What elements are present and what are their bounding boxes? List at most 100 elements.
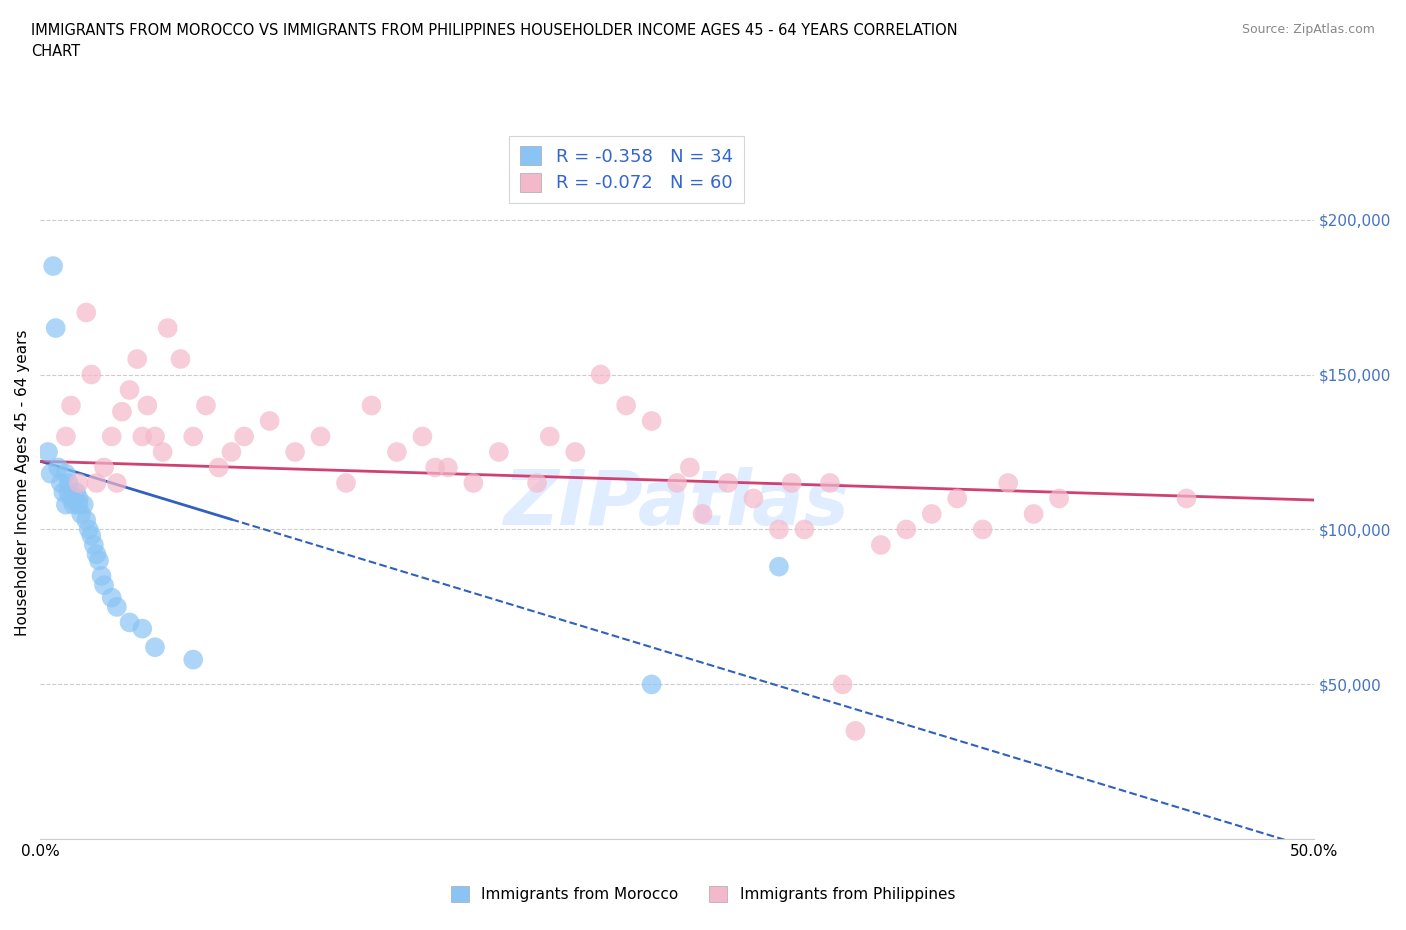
Point — [73, 498, 96, 512]
Point — [52, 485, 75, 499]
Point — [181, 429, 204, 444]
Point — [360, 398, 382, 413]
Point — [589, 367, 612, 382]
Point — [284, 445, 307, 459]
Point — [259, 414, 281, 429]
Point — [768, 559, 790, 574]
Point — [55, 429, 77, 444]
Point — [59, 398, 82, 413]
Point — [118, 382, 141, 397]
Point — [77, 522, 100, 537]
Text: ZIPatlas: ZIPatlas — [505, 468, 851, 541]
Point — [463, 475, 485, 490]
Point — [93, 460, 115, 475]
Point — [526, 475, 548, 490]
Y-axis label: Householder Income Ages 45 - 64 years: Householder Income Ages 45 - 64 years — [15, 330, 30, 636]
Point — [793, 522, 815, 537]
Point — [818, 475, 841, 490]
Point — [666, 475, 689, 490]
Point — [335, 475, 357, 490]
Point — [1175, 491, 1198, 506]
Point — [423, 460, 446, 475]
Point — [640, 677, 662, 692]
Point — [742, 491, 765, 506]
Point — [896, 522, 918, 537]
Point — [194, 398, 217, 413]
Point — [127, 352, 149, 366]
Point — [55, 498, 77, 512]
Point — [65, 485, 87, 499]
Point — [80, 528, 103, 543]
Point — [768, 522, 790, 537]
Point — [152, 445, 174, 459]
Text: IMMIGRANTS FROM MOROCCO VS IMMIGRANTS FROM PHILIPPINES HOUSEHOLDER INCOME AGES 4: IMMIGRANTS FROM MOROCCO VS IMMIGRANTS FR… — [31, 23, 957, 60]
Point — [844, 724, 866, 738]
Point — [70, 507, 93, 522]
Point — [640, 414, 662, 429]
Point — [118, 615, 141, 630]
Point — [59, 491, 82, 506]
Point — [208, 460, 231, 475]
Point — [80, 367, 103, 382]
Point — [111, 405, 134, 419]
Point — [58, 485, 80, 499]
Point — [679, 460, 702, 475]
Point — [105, 600, 128, 615]
Point — [42, 259, 65, 273]
Point — [46, 460, 69, 475]
Point — [143, 429, 166, 444]
Point — [692, 507, 714, 522]
Point — [869, 538, 891, 552]
Point — [136, 398, 159, 413]
Point — [156, 321, 179, 336]
Point — [1047, 491, 1070, 506]
Point — [169, 352, 191, 366]
Point — [780, 475, 803, 490]
Point — [972, 522, 994, 537]
Point — [37, 445, 59, 459]
Point — [75, 512, 97, 527]
Point — [86, 475, 108, 490]
Point — [131, 429, 153, 444]
Point — [831, 677, 853, 692]
Legend: R = -0.358   N = 34, R = -0.072   N = 60: R = -0.358 N = 34, R = -0.072 N = 60 — [509, 136, 744, 204]
Point — [921, 507, 943, 522]
Point — [39, 466, 62, 481]
Legend: Immigrants from Morocco, Immigrants from Philippines: Immigrants from Morocco, Immigrants from… — [444, 880, 962, 909]
Point — [100, 429, 122, 444]
Point — [67, 475, 90, 490]
Point — [45, 321, 67, 336]
Point — [564, 445, 586, 459]
Point — [67, 491, 90, 506]
Point — [55, 466, 77, 481]
Point — [221, 445, 243, 459]
Point — [75, 305, 97, 320]
Point — [131, 621, 153, 636]
Point — [181, 652, 204, 667]
Point — [309, 429, 332, 444]
Point — [997, 475, 1019, 490]
Point — [143, 640, 166, 655]
Point — [488, 445, 510, 459]
Point — [90, 568, 112, 583]
Point — [49, 475, 72, 490]
Point — [83, 538, 105, 552]
Point — [233, 429, 256, 444]
Point — [538, 429, 561, 444]
Point — [946, 491, 969, 506]
Point — [58, 475, 80, 490]
Point — [100, 591, 122, 605]
Point — [86, 547, 108, 562]
Point — [385, 445, 408, 459]
Point — [67, 498, 90, 512]
Point — [411, 429, 433, 444]
Point — [1022, 507, 1045, 522]
Point — [93, 578, 115, 592]
Point — [62, 498, 84, 512]
Point — [87, 553, 110, 568]
Point — [717, 475, 740, 490]
Text: Source: ZipAtlas.com: Source: ZipAtlas.com — [1241, 23, 1375, 36]
Point — [437, 460, 460, 475]
Point — [105, 475, 128, 490]
Point — [614, 398, 637, 413]
